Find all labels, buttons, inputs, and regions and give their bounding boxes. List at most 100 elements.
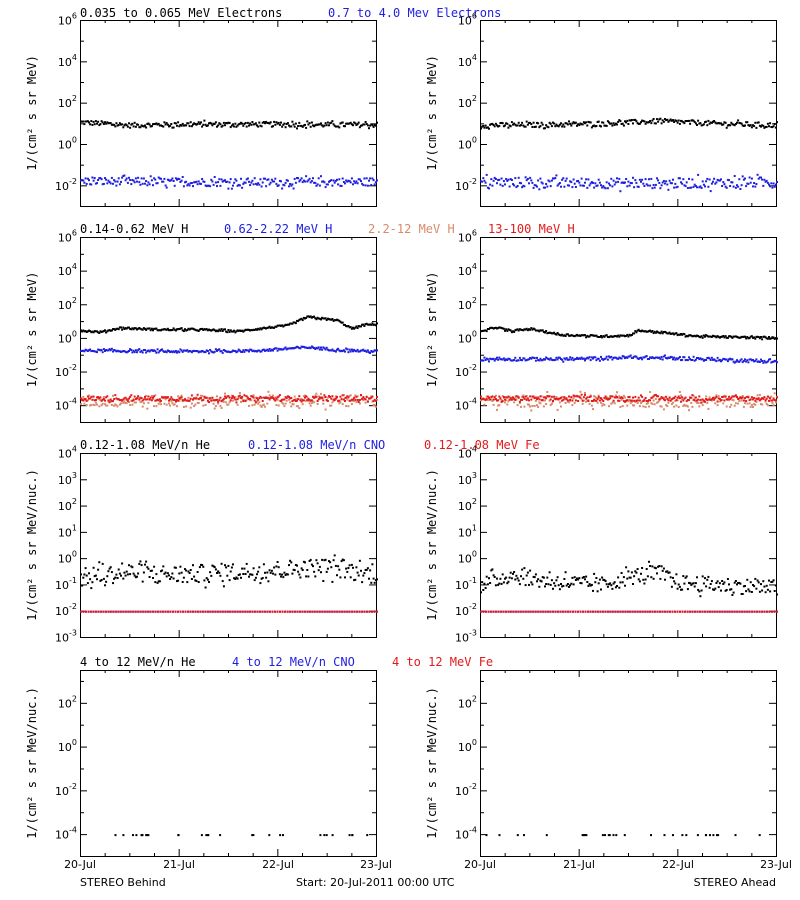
data-point [264, 610, 267, 613]
series-black [485, 834, 761, 837]
data-point [720, 399, 722, 402]
data-point [546, 395, 549, 398]
data-point [740, 593, 743, 595]
data-point [715, 181, 718, 184]
data-point [620, 123, 623, 125]
data-point [502, 581, 505, 584]
data-point [363, 177, 366, 180]
data-point [697, 357, 700, 359]
data-point [179, 396, 182, 399]
data-point [162, 610, 165, 613]
data-point [532, 327, 535, 330]
data-point [83, 398, 86, 401]
data-point [96, 351, 98, 354]
data-point [181, 176, 184, 178]
data-point [317, 177, 320, 180]
data-point [568, 184, 570, 187]
data-point [149, 396, 152, 399]
data-point [288, 564, 290, 567]
data-point [739, 582, 742, 585]
data-point [489, 582, 492, 584]
data-point [701, 180, 704, 183]
data-point [157, 329, 160, 332]
data-point [122, 610, 125, 613]
data-point [573, 395, 576, 398]
data-point [309, 558, 312, 561]
data-point [498, 404, 501, 407]
data-point [166, 349, 169, 352]
data-point [533, 184, 536, 187]
data-point [186, 122, 189, 125]
data-point [502, 327, 505, 330]
data-point [253, 399, 256, 402]
data-point [555, 396, 558, 398]
data-point [611, 587, 614, 590]
data-point [270, 125, 273, 128]
data-point [552, 121, 554, 124]
data-point [326, 183, 329, 186]
data-point [236, 398, 239, 401]
data-point [624, 120, 626, 123]
data-point [162, 350, 165, 353]
y-axis-label: 1/(cm² s sr MeV/nuc.) [25, 687, 39, 839]
data-point [347, 325, 350, 327]
data-point [486, 358, 489, 361]
data-point [724, 358, 727, 361]
data-point [590, 126, 593, 129]
data-point [156, 182, 159, 185]
data-point [146, 566, 149, 569]
data-point [770, 182, 773, 185]
data-point [278, 400, 281, 402]
data-point [275, 397, 278, 400]
data-point [755, 183, 758, 185]
data-point [148, 350, 151, 353]
data-point [726, 336, 729, 339]
data-point [723, 183, 726, 186]
data-point [313, 315, 316, 318]
data-point [537, 179, 540, 182]
data-point [672, 576, 674, 579]
data-point [355, 395, 358, 398]
data-point [170, 396, 173, 399]
data-point [169, 329, 172, 332]
data-point [177, 579, 180, 582]
data-point [228, 401, 231, 404]
data-point [146, 350, 149, 353]
data-point [763, 396, 766, 399]
data-point [555, 356, 558, 359]
data-point [637, 358, 640, 360]
data-point [330, 179, 333, 182]
data-point [664, 399, 666, 402]
data-point [521, 399, 524, 401]
data-point [275, 325, 278, 328]
data-point [761, 338, 764, 341]
header-protons-3: 2.2-12 MeV H [368, 222, 455, 236]
data-point [138, 348, 141, 351]
data-point [80, 403, 82, 406]
data-point [230, 350, 233, 353]
data-point [149, 569, 152, 572]
data-point [266, 402, 269, 405]
data-point [752, 406, 754, 408]
data-point [166, 396, 169, 399]
data-point [259, 395, 262, 398]
data-point [553, 395, 556, 398]
data-point [772, 125, 775, 128]
data-point [618, 119, 621, 122]
data-point [736, 121, 738, 124]
data-point [492, 398, 495, 401]
data-point [598, 181, 601, 184]
data-point [493, 176, 496, 179]
data-point [98, 405, 101, 408]
data-point [593, 186, 596, 189]
data-point [83, 330, 86, 333]
data-point [606, 398, 609, 401]
data-point [115, 397, 118, 400]
data-point [158, 580, 161, 583]
data-point [275, 121, 278, 124]
data-point [708, 396, 711, 399]
data-point [214, 568, 217, 571]
data-point [673, 580, 676, 583]
data-point [729, 588, 732, 591]
